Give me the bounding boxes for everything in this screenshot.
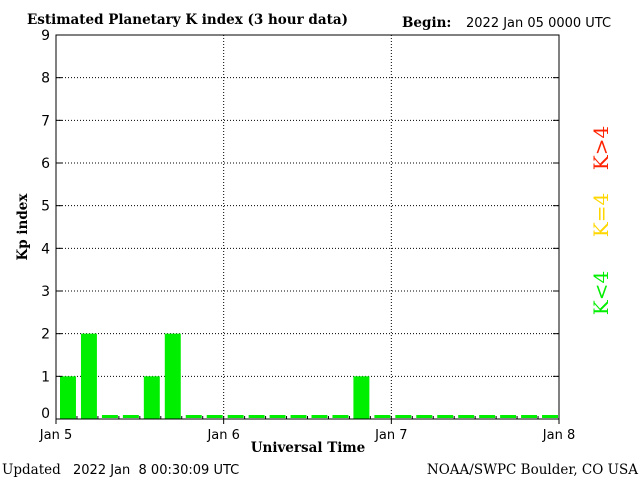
y-tick-label: 8 [41,71,50,87]
y-axis-title: Kp index [15,193,31,261]
x-axis-title: Universal Time [251,440,366,456]
bar-series [60,333,558,419]
kp-bar [332,415,349,418]
kp-bar [185,415,202,418]
kp-bar [437,415,454,418]
kp-bar [164,333,181,419]
kp-bar [101,415,118,418]
begin-label: Begin: [402,15,451,31]
footer-source: NOAA/SWPC Boulder, CO USA [427,462,638,478]
plot-frame [55,34,560,420]
kp-bar [80,333,97,419]
updated-value: 2022 Jan 8 00:30:09 UTC [73,463,239,478]
updated-label: Updated [2,462,61,478]
kp-bar [122,415,139,418]
x-tick-label: Jan 8 [542,428,575,443]
kp-bar [227,415,244,418]
chart-title: Estimated Planetary K index (3 hour data… [27,12,348,28]
y-tick-label: 2 [41,327,50,343]
kp-bar [353,376,370,419]
x-tick-label: Jan 5 [39,428,72,443]
kp-bar [458,415,475,418]
kp-bar [290,415,307,418]
begin-value: 2022 Jan 05 0000 UTC [466,16,611,31]
y-tick-label: 6 [41,156,50,172]
grid-lines [56,35,559,419]
kp-bar [374,415,391,418]
y-tick-label: 5 [41,199,50,215]
y-tick-label: 9 [41,28,50,44]
y-tick-label: 1 [41,369,50,385]
x-tick-label: Jan 7 [374,428,407,443]
kp-bar [269,415,286,418]
legend-above: K>4 [589,126,613,170]
legend-below: K<4 [589,271,613,315]
kp-bar [206,415,223,418]
kp-bar [248,415,265,418]
kp-bar [479,415,496,418]
kp-bar [542,415,558,418]
y-tick-label: 7 [41,113,50,129]
legend-equal: K=4 [589,193,613,237]
x-axis: Jan 5 Jan 6 Jan 7 Jan 8 [39,416,575,443]
kp-bar [395,415,412,418]
kp-bar [60,376,76,419]
y-tick-label: 4 [41,241,50,257]
kp-bar [521,415,538,418]
kp-bar [416,415,433,418]
y-tick-label: 3 [41,284,50,300]
x-tick-label: Jan 6 [206,428,239,443]
y-tick-label: 0 [41,406,50,422]
kp-bar [311,415,328,418]
y-axis: 0 1 2 3 4 5 6 7 8 9 [41,28,559,422]
kp-bar [500,415,517,418]
kp-bar [143,376,160,419]
